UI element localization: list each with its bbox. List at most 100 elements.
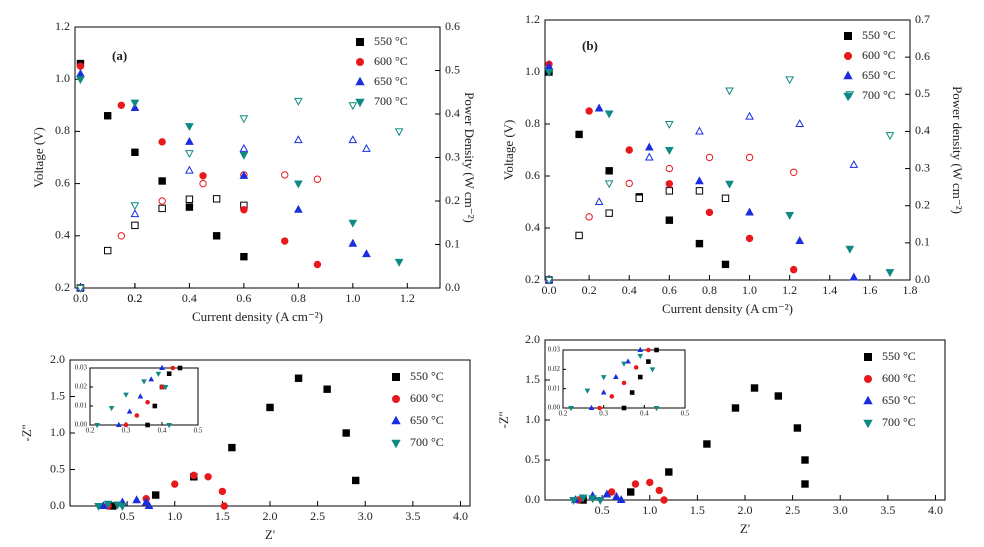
marker [585, 107, 593, 115]
marker [695, 126, 704, 135]
marker [391, 439, 401, 449]
marker [637, 346, 644, 352]
x-tick-label: 1.0 [642, 503, 657, 517]
marker [362, 249, 371, 258]
y2-axis-label: Power Density (W cm⁻²) [462, 92, 477, 223]
marker [185, 203, 194, 211]
marker [864, 375, 872, 383]
marker [731, 404, 740, 412]
marker [627, 488, 635, 496]
x-tick-label: 1.2 [782, 283, 797, 297]
marker [600, 375, 607, 381]
marker [631, 480, 640, 488]
marker [664, 120, 674, 129]
x-tick-label: 2.5 [785, 503, 800, 517]
marker [665, 187, 674, 195]
y2-tick-label: 0.6 [445, 19, 460, 33]
marker [281, 171, 289, 179]
marker [613, 373, 619, 380]
y2-tick-label: 0.6 [915, 49, 930, 63]
legend-label: 600 °C [862, 48, 896, 62]
legend-label: 600 °C [882, 371, 916, 385]
y-tick-label: 0.02 [75, 383, 88, 391]
x-tick-label: 3.0 [833, 503, 848, 517]
marker [145, 399, 150, 405]
x-tick-label: 0.6 [662, 283, 677, 297]
marker [220, 502, 228, 510]
x-tick-label: 0.2 [127, 291, 142, 305]
marker [604, 180, 614, 189]
x-tick-label: 0.2 [127, 291, 142, 305]
x-tick-label: 0.5 [120, 509, 135, 523]
marker [849, 159, 859, 168]
marker [348, 102, 358, 111]
legend-label: 550 °C [862, 28, 896, 42]
marker [294, 374, 303, 382]
y-tick-label: 0.8 [55, 123, 70, 137]
marker [356, 58, 364, 66]
marker [148, 376, 155, 382]
marker [621, 361, 627, 367]
x-tick-label: 0.8 [702, 283, 717, 297]
marker [544, 68, 554, 77]
marker [158, 138, 166, 146]
marker [849, 272, 859, 281]
x-tick-label: 1.4 [822, 283, 837, 297]
y-tick-label: 0.02 [548, 365, 561, 373]
legend-label: 650 °C [862, 68, 896, 82]
y-tick-label: 1.0 [55, 71, 70, 85]
marker [115, 421, 122, 427]
marker [313, 175, 322, 183]
plot-frame [544, 19, 911, 281]
marker [293, 97, 303, 106]
y-tick-label: 0.2 [525, 272, 540, 286]
marker [131, 148, 139, 156]
y-tick-label: 0.8 [525, 116, 540, 130]
y-tick-label: 1.0 [525, 64, 540, 78]
y-tick-label: 0.5 [50, 461, 65, 475]
marker [313, 260, 322, 269]
marker [597, 405, 602, 411]
x-tick-label: 3.5 [880, 503, 895, 517]
y2-axis-label: Power density (W cm⁻²) [950, 86, 965, 214]
marker [293, 180, 303, 189]
y-tick-label: 0.2 [55, 280, 70, 294]
x-tick-label: 0.3 [599, 410, 608, 418]
marker [602, 489, 612, 498]
marker [789, 265, 798, 274]
x-tick-label: 1.5 [215, 509, 230, 523]
x-tick-label: 3.0 [358, 509, 373, 523]
marker [646, 347, 651, 353]
marker [162, 385, 169, 391]
y-tick-label: 2.0 [525, 332, 540, 346]
x-tick-label: 0.4 [622, 283, 637, 297]
marker [94, 423, 101, 429]
marker [665, 216, 674, 224]
x-tick-label: 1.8 [903, 283, 918, 297]
panel-label: (b) [582, 38, 598, 53]
marker [864, 353, 872, 361]
x-tick-label: 1.0 [742, 283, 757, 297]
y-tick-label: 0.01 [75, 402, 88, 410]
x-tick-label: 2.0 [738, 503, 753, 517]
marker [152, 491, 160, 499]
marker [239, 170, 249, 179]
x-tick-label: 0.5 [681, 410, 690, 418]
marker [170, 365, 176, 371]
marker [604, 110, 614, 119]
marker [637, 353, 644, 359]
marker [843, 92, 853, 102]
marker [185, 123, 194, 132]
legend-label: 650 °C [374, 74, 408, 88]
y-tick-label: 1.5 [50, 388, 65, 402]
legend-label: 550 °C [882, 349, 916, 363]
marker [212, 195, 221, 203]
legend-label: 600 °C [374, 54, 408, 68]
marker [575, 130, 583, 139]
marker [155, 371, 162, 377]
marker [293, 135, 303, 144]
y2-tick-label: 0.3 [445, 149, 460, 163]
marker [152, 403, 158, 409]
marker [789, 168, 798, 176]
x-axis-label: Current density (A cm⁻²) [192, 309, 323, 324]
